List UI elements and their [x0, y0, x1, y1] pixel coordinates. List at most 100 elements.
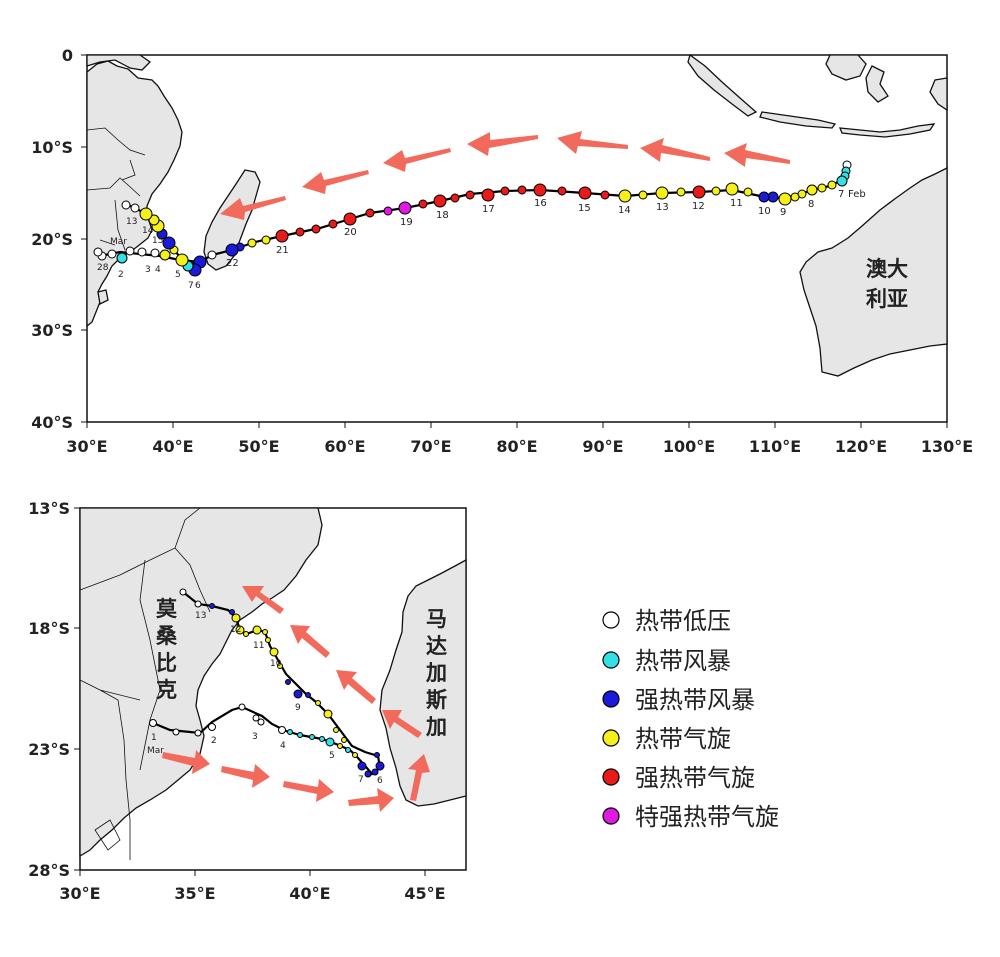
- track-point: [328, 219, 338, 229]
- track-point: [225, 243, 239, 257]
- inset-point: [309, 734, 315, 740]
- direction-arrow: [336, 670, 376, 704]
- direction-arrow: [290, 625, 330, 658]
- legend-label: 特强热带气旋: [635, 803, 779, 831]
- inset-point: [333, 727, 339, 733]
- y-tick-label: 28°S: [28, 861, 70, 880]
- inset-point: [262, 629, 268, 635]
- track-point: [261, 235, 271, 245]
- x-tick-label: 40°E: [152, 437, 193, 456]
- legend: 热带低压 热带风暴 强热带风暴 热带气旋 强热带气旋 特强热带气旋: [602, 607, 779, 831]
- legend-label: 强热带气旋: [635, 764, 755, 792]
- day-label: 4: [155, 265, 161, 275]
- track-point: [139, 207, 153, 221]
- y-tick-label: 18°S: [28, 619, 70, 638]
- inset-track-points: [149, 588, 385, 778]
- inset-point: [345, 747, 351, 753]
- y-tick-label: 0: [62, 46, 73, 65]
- inset-day-labels: 1 Mar 2 3 4 5 6 7 9 10 11 12 13: [147, 611, 383, 786]
- madagascar-landmass: [203, 169, 261, 271]
- inset-point: [357, 761, 367, 771]
- track-point: [130, 203, 140, 213]
- track-point: [725, 182, 739, 196]
- y-tick-label: 40°S: [31, 413, 73, 432]
- direction-arrow: [467, 132, 538, 156]
- track-point: [655, 186, 669, 200]
- day-label: 15: [152, 236, 163, 246]
- inset-point: [269, 647, 279, 657]
- inset-point: [352, 752, 358, 758]
- x-tick-label: 45°E: [404, 884, 445, 903]
- inset-point: [285, 679, 291, 685]
- legend-item-tropical-cyclone: 热带气旋: [602, 725, 731, 753]
- inset-point: [252, 625, 262, 635]
- inset-point: [278, 726, 286, 734]
- legend-item-tropical-depression: 热带低压: [602, 607, 731, 635]
- day-label: 19: [400, 217, 413, 228]
- day-label: 7: [188, 281, 194, 291]
- direction-arrow: [221, 764, 270, 788]
- day-label: 13: [126, 217, 137, 227]
- track-point: [311, 224, 321, 234]
- inset-x-tick-labels: 30°E 35°E 40°E 45°E: [59, 884, 445, 903]
- mauritius-island: [97, 289, 109, 305]
- mozambique-char: 桑: [156, 624, 178, 648]
- direction-arrow: [162, 750, 210, 774]
- track-point: [93, 247, 103, 257]
- track-point: [517, 185, 527, 195]
- direction-arrow: [283, 779, 334, 802]
- inset-ticks: [74, 507, 426, 876]
- inset-point: [364, 770, 372, 778]
- day-label: 11: [730, 198, 743, 209]
- new-guinea-island: [929, 77, 948, 112]
- inset-point: [374, 752, 380, 758]
- track-point: [121, 200, 131, 210]
- x-tick-label: 110°E: [749, 437, 801, 456]
- top-day-labels: 7 Feb 8 9 10 11 12 13 14 15 16 17 18 19 …: [97, 189, 866, 291]
- track-point: [806, 184, 818, 196]
- day-label: 3: [145, 265, 151, 275]
- movement-arrows-top: [220, 131, 790, 220]
- day-label: 7: [838, 189, 844, 200]
- africa-borders: [86, 127, 146, 251]
- track-point: [638, 190, 648, 200]
- madagascar-char: 马: [426, 607, 447, 631]
- inset-point: [305, 692, 311, 698]
- inset-point: [235, 625, 245, 635]
- sulawesi-island: [865, 65, 889, 103]
- direction-arrow: [348, 788, 394, 812]
- inset-map: 1 Mar 2 3 4 5 6 7 9 10 11 12 13: [28, 499, 467, 903]
- x-tick-label: 130°E: [921, 437, 973, 456]
- track-point: [578, 186, 592, 200]
- legend-label: 热带低压: [635, 607, 731, 635]
- day-label: 15: [578, 203, 591, 214]
- inset-point: [238, 703, 246, 711]
- day-label: 9: [295, 703, 301, 713]
- day-label: 14: [618, 205, 631, 216]
- arabia-landmass: [86, 54, 152, 71]
- day-label: 13: [656, 202, 669, 213]
- day-label: 20: [344, 227, 357, 238]
- track-point: [481, 188, 495, 202]
- track-point: [107, 249, 117, 259]
- feb-label: Feb: [848, 189, 866, 200]
- direction-arrow: [302, 170, 369, 194]
- madagascar-label: 马 达 加 斯 加: [425, 607, 447, 739]
- track-point: [758, 191, 770, 203]
- x-tick-label: 120°E: [835, 437, 887, 456]
- track-point: [175, 253, 189, 267]
- inset-point: [208, 723, 216, 731]
- y-tick-label: 10°S: [31, 138, 73, 157]
- mar-label: Mar: [147, 746, 164, 756]
- track-point: [150, 248, 160, 258]
- day-label: 2: [118, 270, 124, 280]
- day-label: 1: [151, 733, 157, 743]
- africa-landmass: [86, 60, 183, 328]
- x-tick-label: 40°E: [289, 884, 330, 903]
- legend-swatch: [602, 690, 620, 708]
- direction-arrow: [242, 586, 284, 614]
- track-point: [162, 236, 176, 250]
- top-y-tick-labels: 0 10°S 20°S 30°S 40°S: [31, 46, 73, 432]
- y-tick-label: 13°S: [28, 499, 70, 518]
- x-tick-label: 50°E: [238, 437, 279, 456]
